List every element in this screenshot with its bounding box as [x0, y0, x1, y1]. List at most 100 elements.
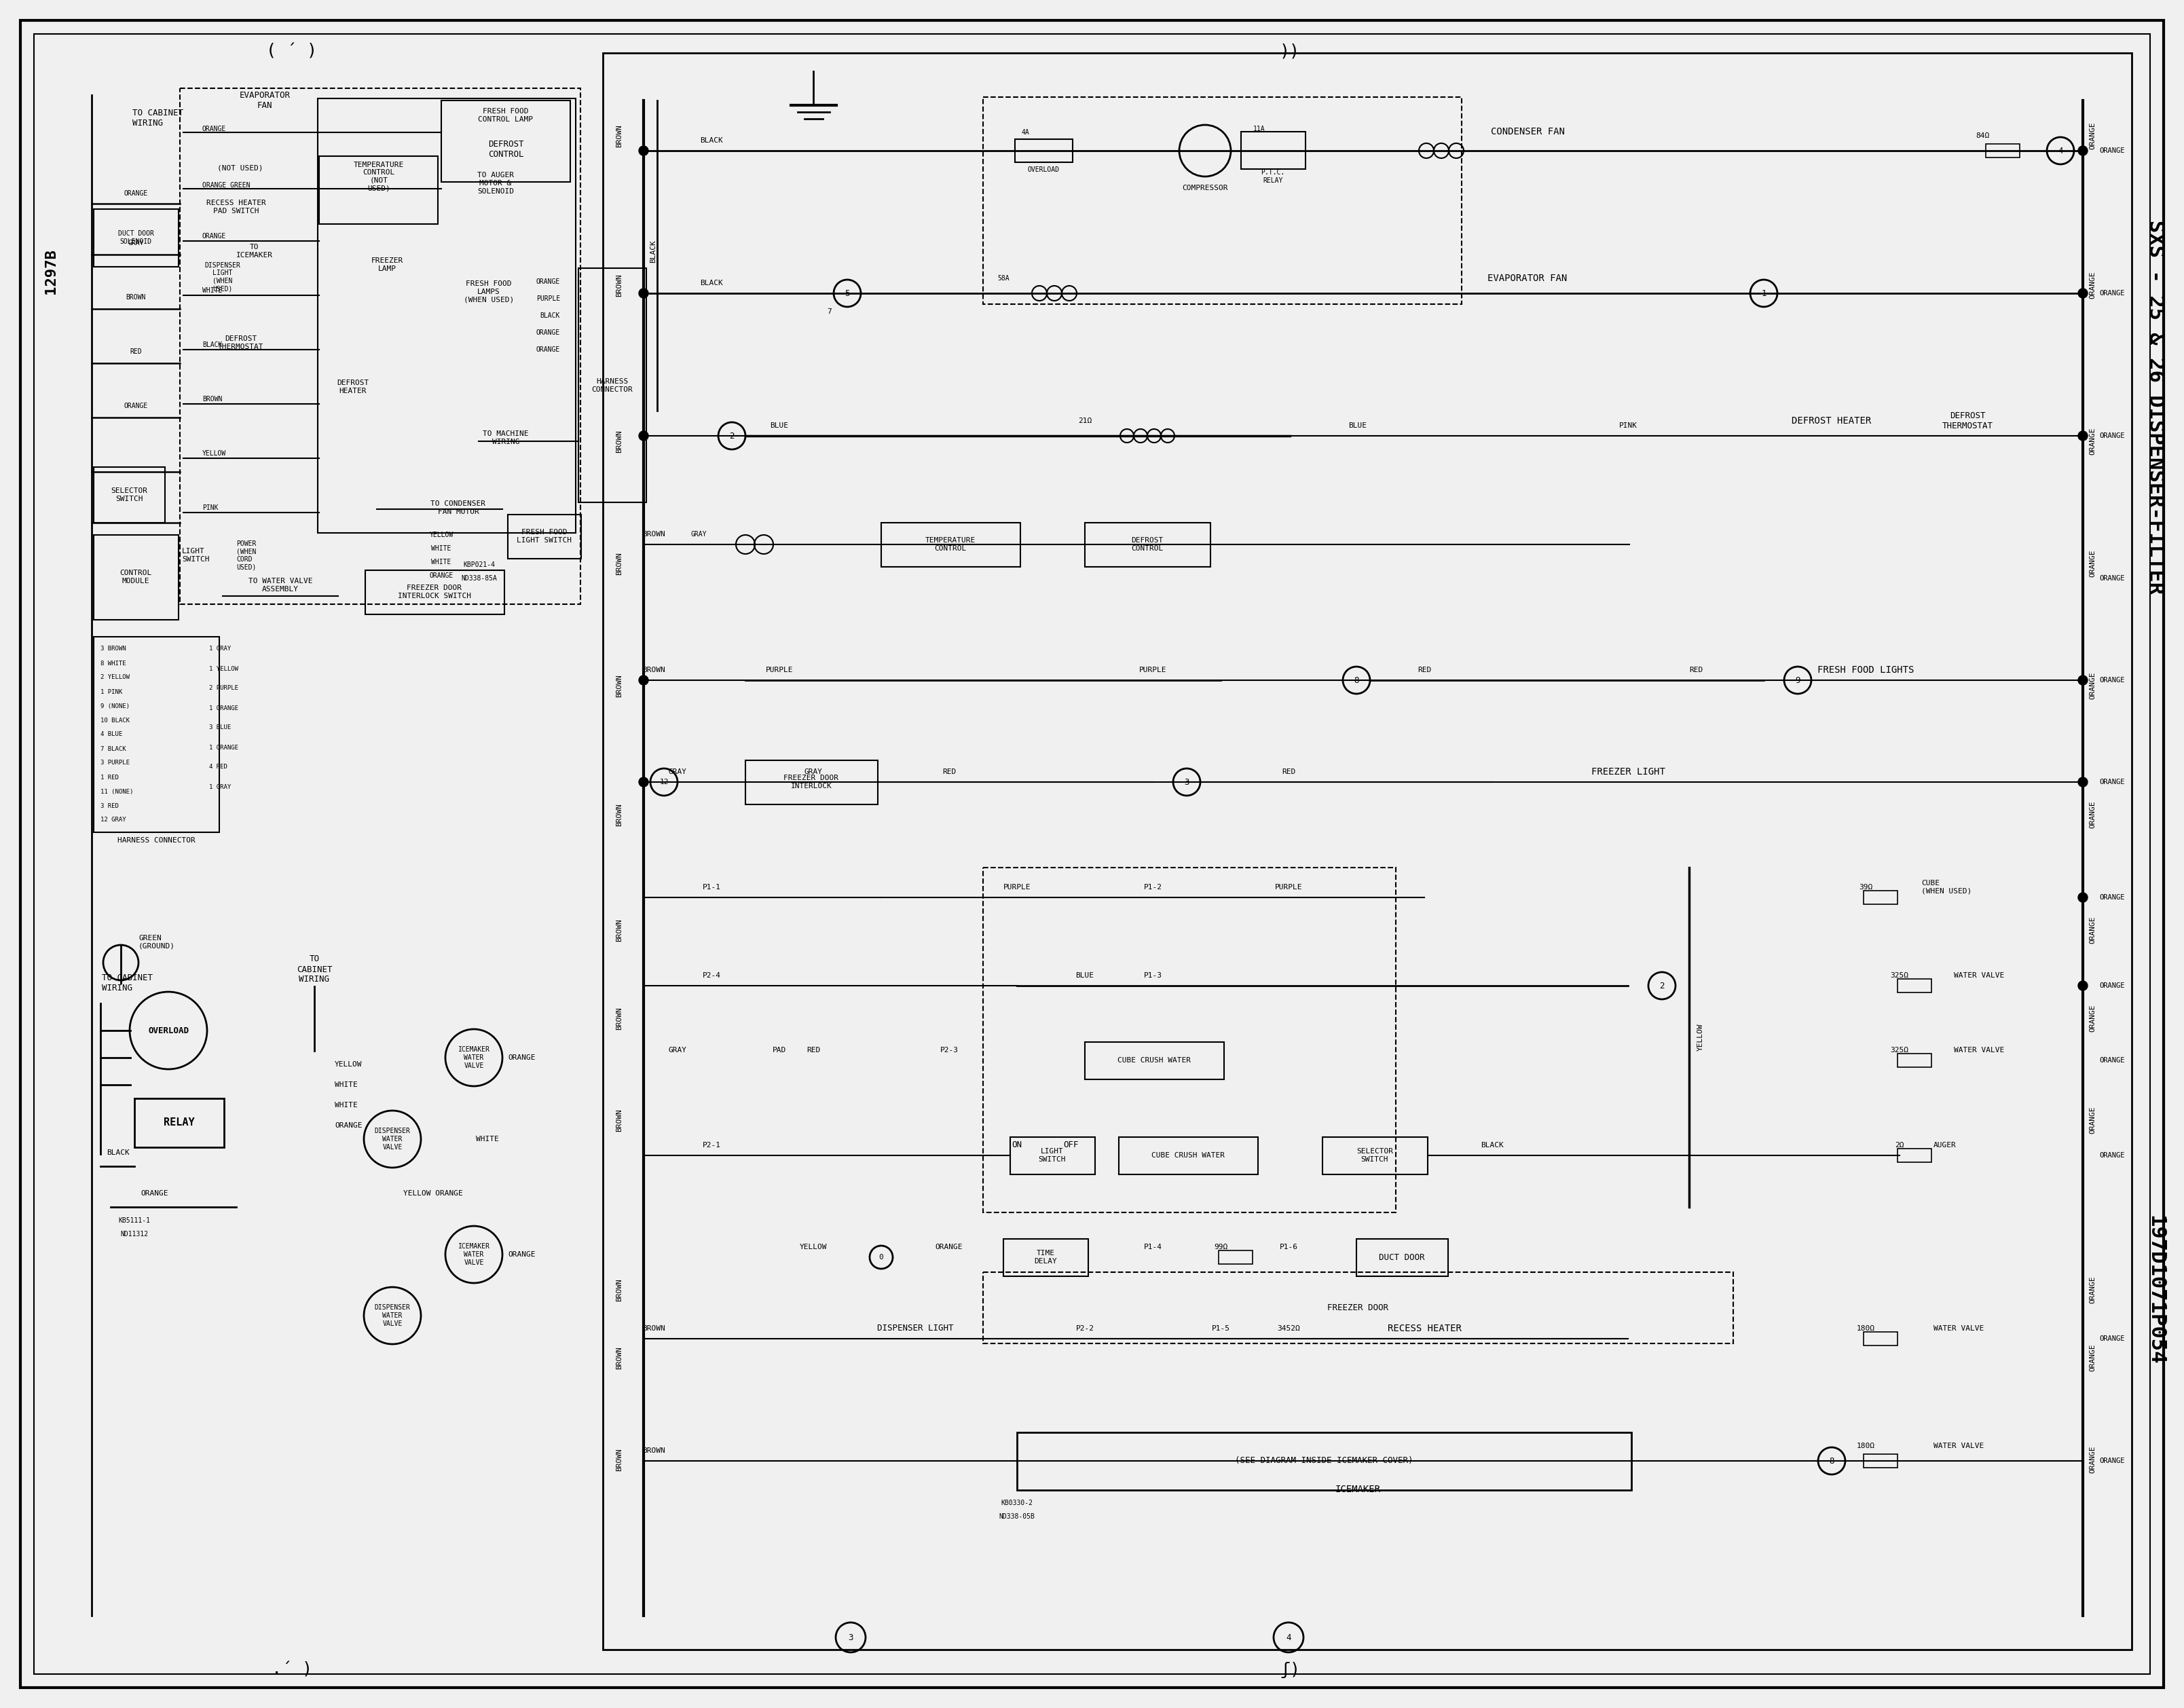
Text: ND11312: ND11312 [120, 1231, 149, 1238]
Text: ORANGE: ORANGE [2088, 1004, 2097, 1032]
Text: GRAY: GRAY [690, 531, 708, 538]
Text: 39Ω: 39Ω [1859, 883, 1872, 890]
Text: (SEE DIAGRAM INSIDE ICEMAKER COVER): (SEE DIAGRAM INSIDE ICEMAKER COVER) [1234, 1457, 1413, 1465]
Text: WHITE: WHITE [203, 287, 223, 294]
Text: PINK: PINK [1618, 422, 1638, 429]
Text: CUBE
(WHEN USED): CUBE (WHEN USED) [1922, 880, 1972, 895]
Text: SXS - 25 & 26 DISPENSER-FILTER: SXS - 25 & 26 DISPENSER-FILTER [2145, 220, 2164, 594]
Text: GRAY: GRAY [668, 1047, 686, 1054]
Bar [94, 535, 179, 620]
Text: 8 WHITE: 8 WHITE [100, 661, 127, 666]
Text: BROWN: BROWN [616, 803, 622, 827]
Text: RED: RED [1282, 769, 1295, 775]
Text: ʃ): ʃ) [1280, 1662, 1299, 1679]
Circle shape [2079, 980, 2088, 991]
Text: ORANGE: ORANGE [334, 1122, 363, 1129]
Bar [1011, 1138, 1094, 1175]
Text: FREEZER DOOR
INTERLOCK SWITCH: FREEZER DOOR INTERLOCK SWITCH [397, 584, 472, 600]
Text: TO
ICEMAKER: TO ICEMAKER [236, 244, 273, 258]
Text: ORANGE: ORANGE [2088, 272, 2097, 299]
Text: RED: RED [806, 1047, 821, 1054]
Text: ORANGE: ORANGE [2099, 893, 2125, 900]
Text: TEMPERATURE
CONTROL: TEMPERATURE CONTROL [926, 536, 976, 552]
Text: BLACK: BLACK [203, 342, 223, 348]
Text: 180Ω: 180Ω [1856, 1325, 1874, 1332]
Text: P1-4: P1-4 [1144, 1243, 1162, 1250]
Text: 3: 3 [1184, 777, 1190, 786]
Bar [319, 155, 437, 224]
Text: FRESH FOOD
CONTROL LAMP: FRESH FOOD CONTROL LAMP [478, 108, 533, 123]
Text: P1-5: P1-5 [1212, 1325, 1230, 1332]
Bar [317, 99, 577, 533]
Text: CONDENSER FAN: CONDENSER FAN [1489, 126, 1564, 137]
Text: WATER VALVE: WATER VALVE [1933, 1443, 1983, 1450]
Text: TO AUGER
MOTOR &
SOLENOID: TO AUGER MOTOR & SOLENOID [478, 173, 513, 195]
Circle shape [2079, 675, 2088, 685]
Text: GRAY: GRAY [668, 769, 686, 775]
Text: ORANGE: ORANGE [430, 572, 454, 579]
Text: KB0330-2: KB0330-2 [1000, 1500, 1033, 1506]
Circle shape [2079, 289, 2088, 297]
Text: ORANGE: ORANGE [2099, 676, 2125, 683]
Text: 2Ω: 2Ω [1896, 1143, 1904, 1148]
Text: EVAPORATOR FAN: EVAPORATOR FAN [1487, 273, 1568, 284]
Bar [1985, 143, 2020, 157]
Text: 1 RED: 1 RED [100, 774, 118, 781]
Text: PURPLE: PURPLE [1275, 883, 1302, 890]
Text: HARNESS CONNECTOR: HARNESS CONNECTOR [118, 837, 194, 844]
Text: ORANGE: ORANGE [2099, 779, 2125, 786]
Bar [94, 637, 218, 832]
Text: DEFROST
CONTROL: DEFROST CONTROL [1131, 536, 1164, 552]
Text: RED: RED [941, 769, 957, 775]
Text: PURPLE: PURPLE [535, 295, 559, 302]
Text: 1 GRAY: 1 GRAY [210, 646, 232, 652]
Text: BROWN: BROWN [127, 294, 146, 301]
Bar [1002, 1238, 1088, 1276]
Text: BLACK: BLACK [539, 313, 559, 319]
Text: RED: RED [1417, 666, 1431, 673]
Text: DEFROST
THERMOSTAT: DEFROST THERMOSTAT [1942, 412, 1992, 430]
Text: .´ ): .´ ) [271, 1662, 312, 1679]
Text: BLACK: BLACK [649, 239, 657, 263]
Circle shape [2079, 893, 2088, 902]
Bar [94, 466, 166, 523]
Text: AUGER: AUGER [1933, 1143, 1957, 1148]
Text: TO CABINET
WIRING: TO CABINET WIRING [133, 109, 183, 128]
Text: ORANGE: ORANGE [2099, 147, 2125, 154]
Text: 197D1071P054: 197D1071P054 [2145, 1214, 2164, 1365]
Text: 11 (NONE): 11 (NONE) [100, 789, 133, 794]
Text: 2: 2 [1660, 982, 1664, 991]
Bar [1863, 1454, 1898, 1467]
Text: P2-2: P2-2 [1077, 1325, 1094, 1332]
Text: BLUE: BLUE [1350, 422, 1367, 429]
Text: 5: 5 [845, 289, 850, 297]
Text: ICEMAKER
WATER
VALVE: ICEMAKER WATER VALVE [459, 1047, 489, 1069]
Text: BLACK: BLACK [701, 137, 723, 143]
Text: P.T.C.
RELAY: P.T.C. RELAY [1260, 169, 1284, 184]
Bar [880, 523, 1020, 567]
Text: PURPLE: PURPLE [1002, 883, 1031, 890]
Bar [1898, 1148, 1931, 1161]
Text: OVERLOAD: OVERLOAD [149, 1027, 188, 1035]
Text: BLACK: BLACK [701, 280, 723, 287]
Text: ORANGE: ORANGE [935, 1243, 963, 1250]
Text: ORANGE: ORANGE [2099, 290, 2125, 297]
Text: WHITE: WHITE [334, 1081, 358, 1088]
Text: 9 (NONE): 9 (NONE) [100, 704, 129, 709]
Text: CUBE CRUSH WATER: CUBE CRUSH WATER [1118, 1057, 1190, 1064]
Text: ORANGE: ORANGE [2099, 1057, 2125, 1064]
Circle shape [640, 145, 649, 155]
Text: OVERLOAD: OVERLOAD [1026, 166, 1059, 173]
Text: BROWN: BROWN [616, 1108, 622, 1132]
Text: ( ´ ): ( ´ ) [266, 43, 317, 60]
Text: CUBE CRUSH WATER: CUBE CRUSH WATER [1151, 1151, 1225, 1158]
Text: ORANGE: ORANGE [2099, 432, 2125, 439]
Text: ORANGE: ORANGE [2099, 1457, 2125, 1464]
Text: ORANGE: ORANGE [124, 190, 149, 196]
Text: DEFROST
HEATER: DEFROST HEATER [336, 379, 369, 395]
Text: )): )) [1280, 43, 1299, 60]
Text: 3452Ω: 3452Ω [1278, 1325, 1299, 1332]
Text: PAD: PAD [773, 1047, 786, 1054]
Text: ORANGE: ORANGE [2099, 576, 2125, 582]
Text: WHITE: WHITE [334, 1102, 358, 1108]
